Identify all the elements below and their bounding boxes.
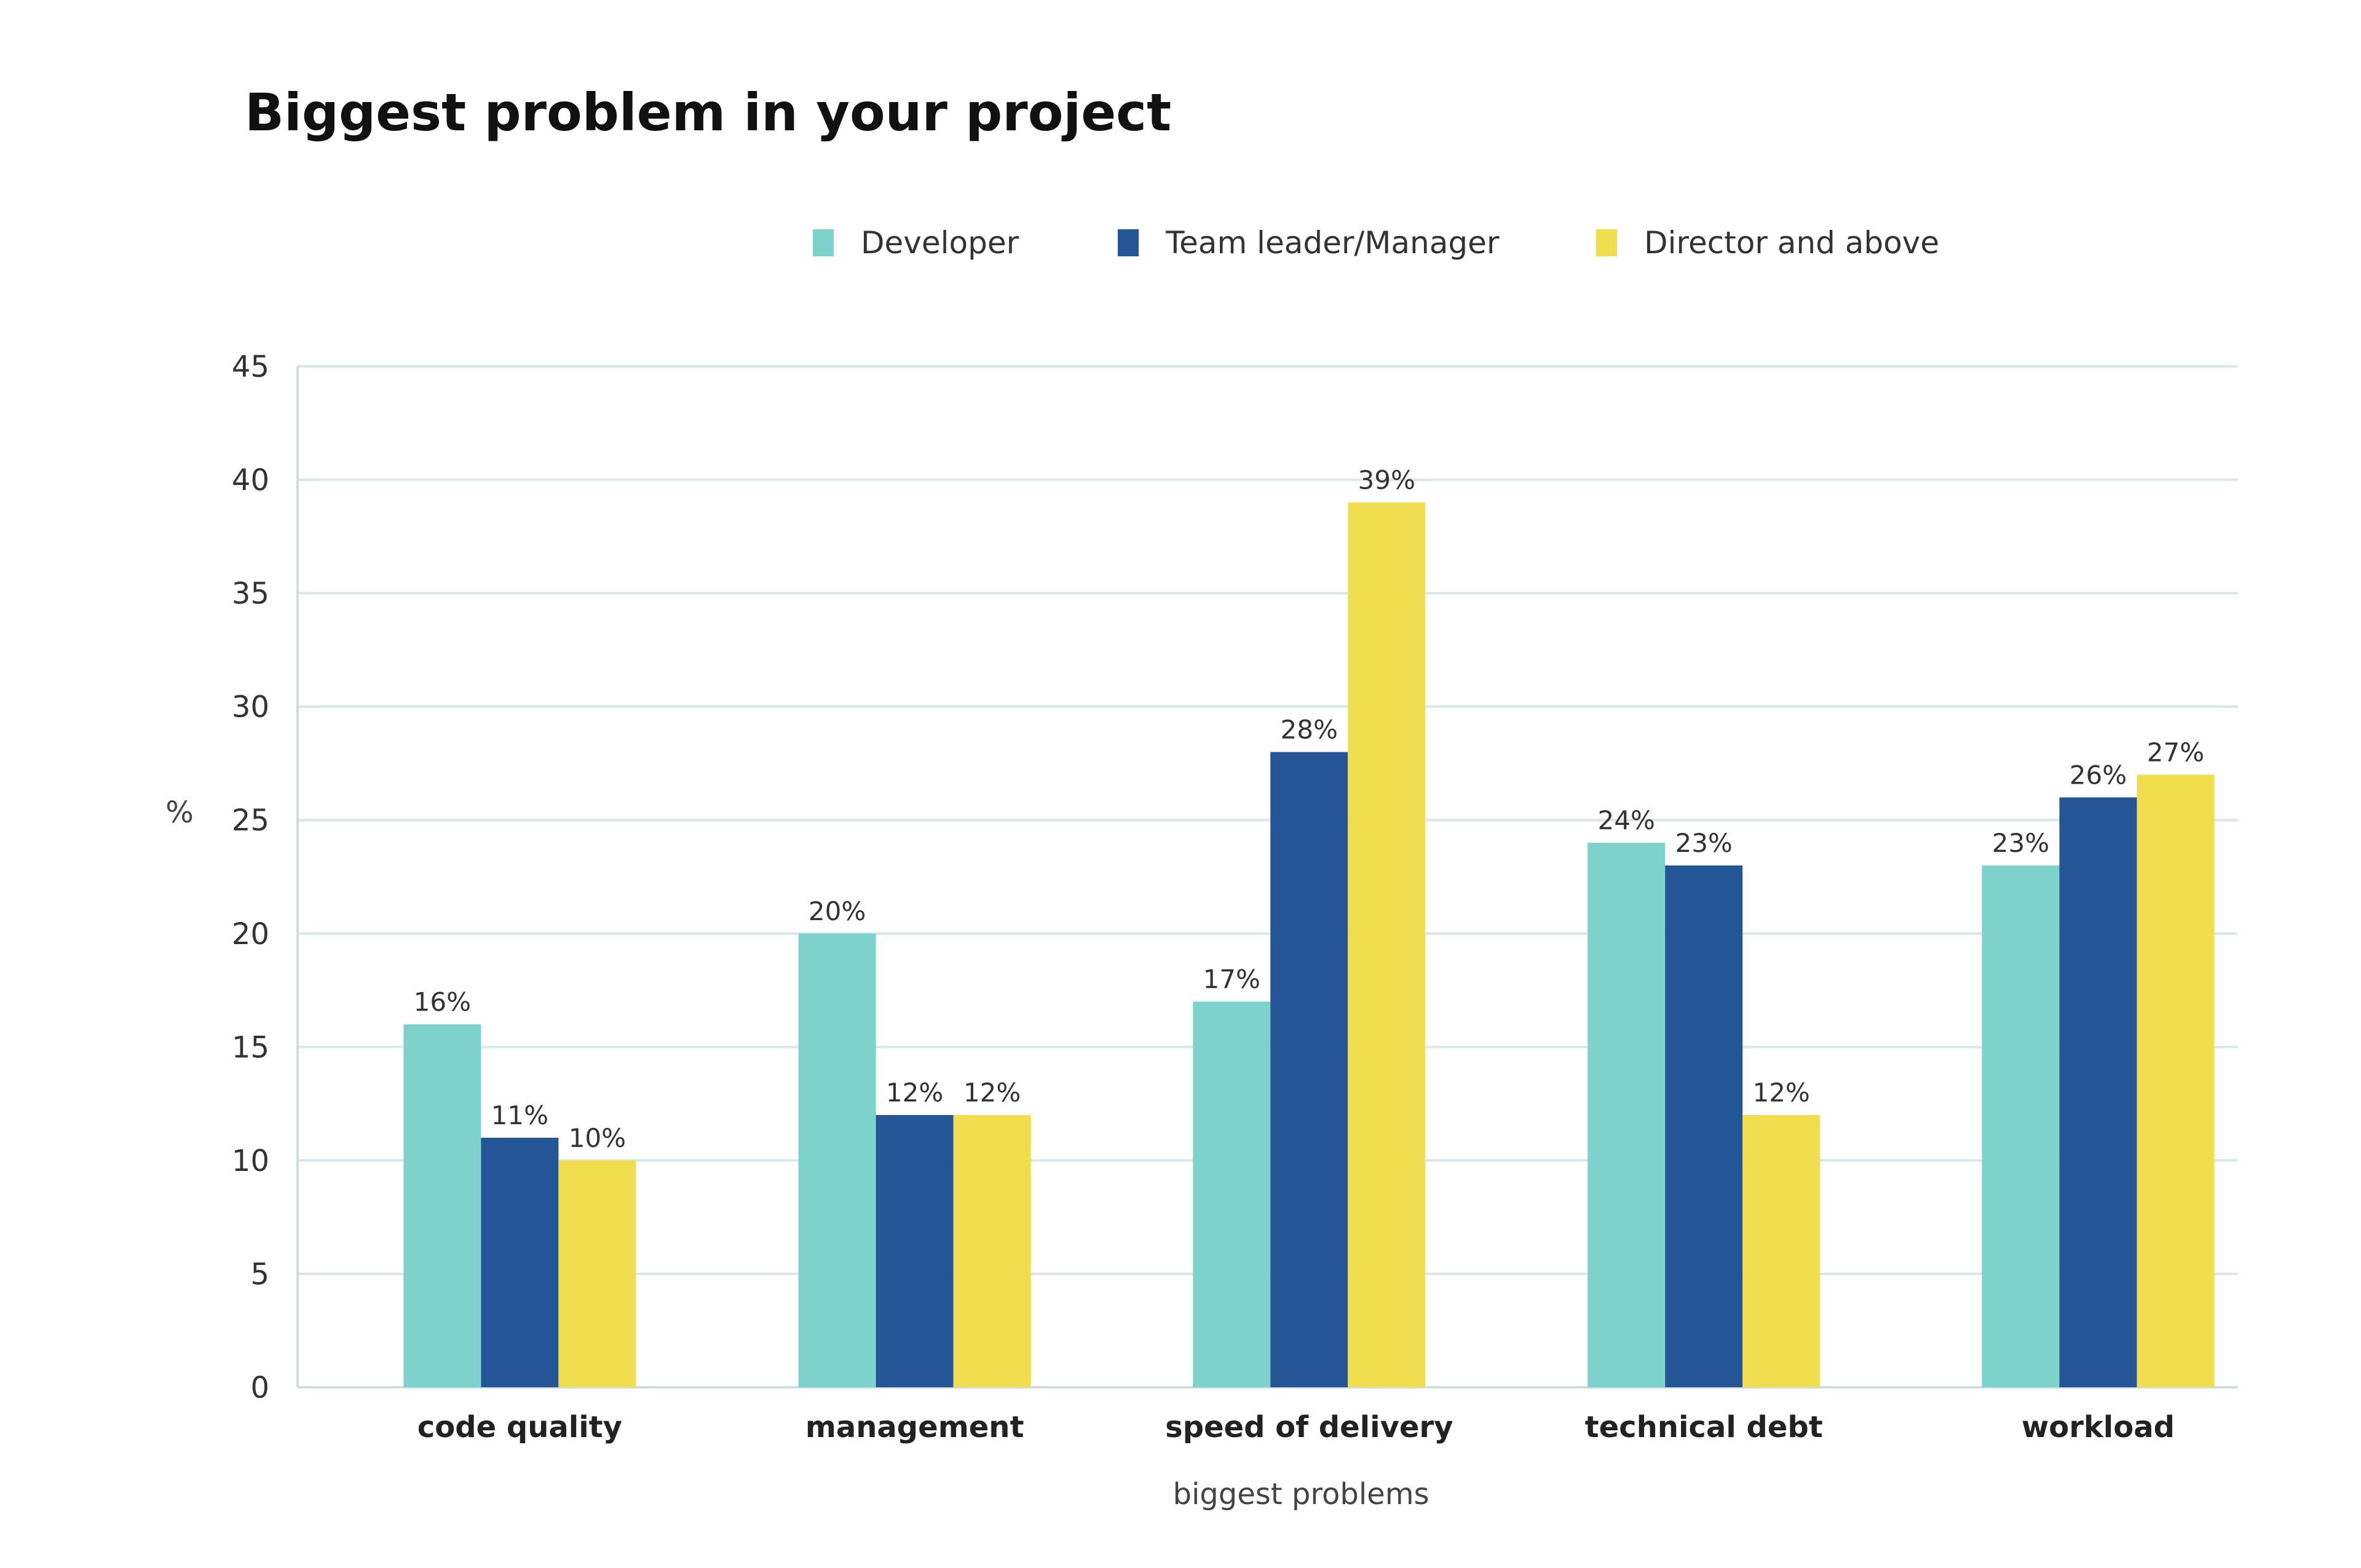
legend-swatch (1596, 229, 1617, 256)
y-tick-label: 10 (232, 1144, 269, 1178)
bar (481, 1137, 559, 1387)
bar (953, 1115, 1031, 1387)
x-tick-label: management (805, 1410, 1024, 1444)
data-label: 23% (1992, 828, 2049, 858)
x-tick-label: code quality (417, 1410, 622, 1444)
y-axis-label: % (165, 795, 194, 830)
x-tick-label: technical debt (1585, 1410, 1823, 1444)
data-label: 39% (1358, 465, 1415, 495)
bars (403, 502, 2215, 1387)
data-label: 17% (1203, 964, 1260, 995)
legend-item: Team leader/Manager (1118, 225, 1500, 261)
bar (1270, 752, 1348, 1387)
data-label: 12% (1752, 1078, 1809, 1108)
data-label: 10% (569, 1123, 626, 1153)
bar (1665, 865, 1743, 1387)
y-tick-label: 45 (232, 350, 269, 384)
legend-swatch (1118, 229, 1139, 256)
bar (2137, 774, 2215, 1387)
y-tick-label: 20 (232, 917, 269, 951)
legend-item: Developer (813, 225, 1019, 261)
bar (1982, 865, 2060, 1387)
bar (1742, 1115, 1821, 1387)
chart-title: Biggest problem in your project (245, 82, 1171, 143)
legend: Developer Team leader/Manager Director and… (813, 225, 1939, 261)
y-axis-ticks: 0 5 10 15 20 25 30 35 40 45 (232, 350, 269, 1405)
value-labels: 16% 11% 10% 20% 12% 12% 17% 28% 39% 24% 23% 12% 23% 2… (414, 465, 2204, 1152)
y-tick-label: 15 (232, 1030, 269, 1065)
y-tick-label: 25 (232, 803, 269, 838)
x-tick-label: workload (2022, 1410, 2175, 1444)
data-label: 12% (886, 1078, 943, 1108)
data-label: 28% (1281, 714, 1338, 744)
bar (1588, 843, 1666, 1387)
data-label: 20% (809, 896, 866, 926)
bar (1193, 1001, 1271, 1387)
data-label: 12% (963, 1078, 1021, 1108)
x-axis-label: biggest problems (1173, 1477, 1430, 1511)
legend-label: Team leader/Manager (1165, 225, 1500, 261)
data-label: 26% (2070, 760, 2127, 790)
x-axis-categories: code quality management speed of delivery t… (417, 1410, 2175, 1444)
data-label: 11% (491, 1100, 548, 1130)
bar (558, 1160, 636, 1387)
legend-label: Director and above (1644, 225, 1939, 261)
bar (403, 1024, 481, 1387)
x-tick-label: speed of delivery (1165, 1410, 1453, 1444)
y-tick-label: 30 (232, 690, 269, 725)
bar (876, 1115, 954, 1387)
data-label: 23% (1675, 828, 1732, 858)
legend-item: Director and above (1596, 225, 1939, 261)
data-label: 24% (1597, 805, 1655, 835)
y-tick-label: 40 (232, 463, 269, 498)
bar (2059, 797, 2137, 1387)
y-tick-label: 5 (250, 1257, 269, 1291)
y-tick-label: 35 (232, 577, 269, 611)
bar (798, 933, 876, 1387)
y-tick-label: 0 (250, 1371, 269, 1405)
data-label: 16% (414, 987, 471, 1017)
bar (1348, 502, 1426, 1387)
data-label: 27% (2147, 737, 2204, 767)
legend-swatch (813, 229, 834, 256)
legend-label: Developer (861, 225, 1019, 261)
